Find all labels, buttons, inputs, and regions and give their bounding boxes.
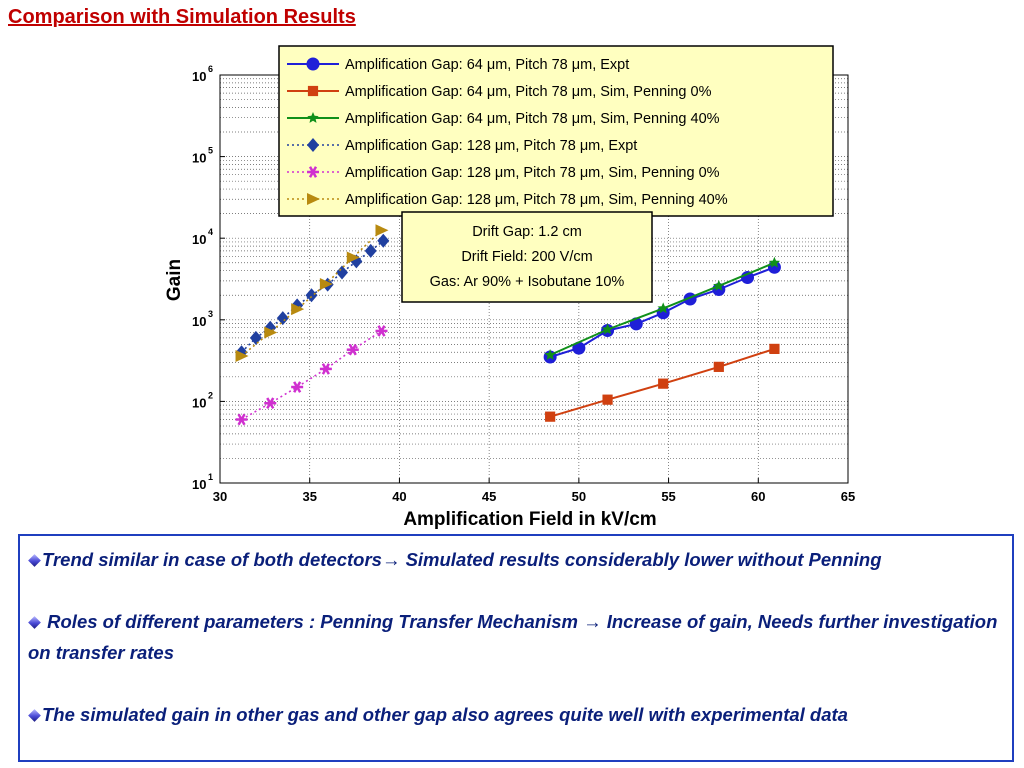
x-tick-label: 60 xyxy=(751,489,765,504)
x-axis-label: Amplification Field in kV/cm xyxy=(403,509,656,530)
data-point xyxy=(307,85,319,97)
data-point xyxy=(307,193,320,205)
series-6 xyxy=(235,224,389,363)
data-point xyxy=(713,279,725,291)
note-item-2: Roles of different parameters : Penning … xyxy=(28,606,1002,668)
data-point xyxy=(264,397,277,410)
data-point xyxy=(307,112,319,123)
data-point xyxy=(291,303,305,316)
y-tick-label: 10 xyxy=(192,314,206,329)
y-axis-label: Gain xyxy=(164,259,185,301)
slide-title: Comparison with Simulation Results xyxy=(8,6,356,28)
y-tick-label: 10 xyxy=(192,151,206,166)
annotation-box xyxy=(401,211,653,303)
data-point xyxy=(276,311,289,326)
note-item-1: Trend similar in case of both detectors→… xyxy=(28,544,1002,575)
data-point xyxy=(545,411,556,422)
annotation-line: Gas: Ar 90% + Isobutane 10% xyxy=(430,274,625,290)
series-2 xyxy=(545,343,780,422)
legend-box xyxy=(278,45,834,217)
y-tick-label: 10 xyxy=(192,69,206,84)
data-point xyxy=(264,326,278,339)
x-tick-label: 30 xyxy=(213,489,227,504)
data-point xyxy=(544,349,556,360)
x-tick-label: 65 xyxy=(841,489,855,504)
y-tick-label: 10 xyxy=(192,395,206,410)
data-point xyxy=(291,381,304,393)
y-tick-label: 10 xyxy=(192,232,206,247)
legend-entry-label: Amplification Gap: 64 μm, Pitch 78 μm, S… xyxy=(345,84,712,100)
asterisk-core xyxy=(294,384,300,390)
x-tick-label: 35 xyxy=(302,489,316,504)
series-3 xyxy=(544,256,781,360)
legend-entry-label: Amplification Gap: 128 μm, Pitch 78 μm, … xyxy=(345,165,720,181)
note-text-2: Roles of different parameters : Penning … xyxy=(28,611,998,663)
conditions-annotation: Drift Gap: 1.2 cm Drift Field: 200 V/cm Ga… xyxy=(401,211,653,303)
diamond-bullet-icon xyxy=(28,709,41,722)
data-point xyxy=(375,224,389,237)
y-tick-label: 10 xyxy=(192,477,206,492)
asterisk-core xyxy=(378,328,384,334)
data-point xyxy=(306,57,320,71)
note-item-3: The simulated gain in other gas and othe… xyxy=(28,699,1002,730)
data-point xyxy=(235,413,248,426)
data-point xyxy=(658,378,669,389)
data-point xyxy=(364,243,377,258)
data-point xyxy=(346,251,360,264)
x-tick-label: 55 xyxy=(661,489,675,504)
data-point xyxy=(377,233,390,248)
data-point xyxy=(307,166,319,178)
series-line xyxy=(241,330,382,421)
notes-box: Trend similar in case of both detectors→… xyxy=(18,534,1014,762)
y-tick-exponent: 3 xyxy=(208,309,213,319)
note-text-1: Trend similar in case of both detectors→… xyxy=(42,549,882,570)
legend-entry-label: Amplification Gap: 64 μm, Pitch 78 μm, E… xyxy=(345,57,629,73)
data-point xyxy=(602,394,613,405)
x-tick-label: 45 xyxy=(482,489,496,504)
data-point xyxy=(305,288,318,303)
diamond-bullet-icon xyxy=(28,554,41,567)
data-point xyxy=(346,343,359,356)
y-tick-exponent: 1 xyxy=(208,472,213,482)
annotation-line: Drift Gap: 1.2 cm xyxy=(472,224,582,240)
data-point xyxy=(319,363,332,375)
asterisk-core xyxy=(310,169,316,175)
asterisk-core xyxy=(323,366,329,372)
data-point xyxy=(601,323,614,335)
annotation-line: Drift Field: 200 V/cm xyxy=(461,249,592,265)
x-tick-label: 40 xyxy=(392,489,406,504)
data-point xyxy=(713,361,724,372)
series-5 xyxy=(235,325,388,426)
diamond-bullet-icon xyxy=(28,616,41,629)
asterisk-core xyxy=(239,417,245,423)
data-point xyxy=(249,330,262,345)
note-text-3: The simulated gain in other gas and othe… xyxy=(42,704,848,725)
data-point xyxy=(336,265,349,280)
x-tick-label: 50 xyxy=(572,489,586,504)
y-tick-exponent: 6 xyxy=(208,64,213,74)
asterisk-core xyxy=(267,400,273,406)
y-tick-exponent: 2 xyxy=(208,390,213,400)
y-tick-exponent: 5 xyxy=(208,146,213,156)
data-point xyxy=(769,343,780,354)
chart-series xyxy=(235,224,781,426)
data-point xyxy=(350,254,363,269)
asterisk-core xyxy=(350,347,356,353)
data-point xyxy=(307,138,319,152)
legend-entry-label: Amplification Gap: 64 μm, Pitch 78 μm, S… xyxy=(345,111,720,127)
data-point xyxy=(319,277,333,290)
y-tick-exponent: 4 xyxy=(208,227,213,237)
data-point xyxy=(375,325,388,337)
series-4 xyxy=(235,233,390,360)
data-point xyxy=(235,350,249,363)
chart-legend: Amplification Gap: 64 μm, Pitch 78 μm, E… xyxy=(278,45,834,217)
legend-entry-label: Amplification Gap: 128 μm, Pitch 78 μm, … xyxy=(345,192,728,208)
data-point xyxy=(768,256,781,268)
legend-entry-label: Amplification Gap: 128 μm, Pitch 78 μm, … xyxy=(345,138,637,154)
data-point xyxy=(657,302,669,314)
